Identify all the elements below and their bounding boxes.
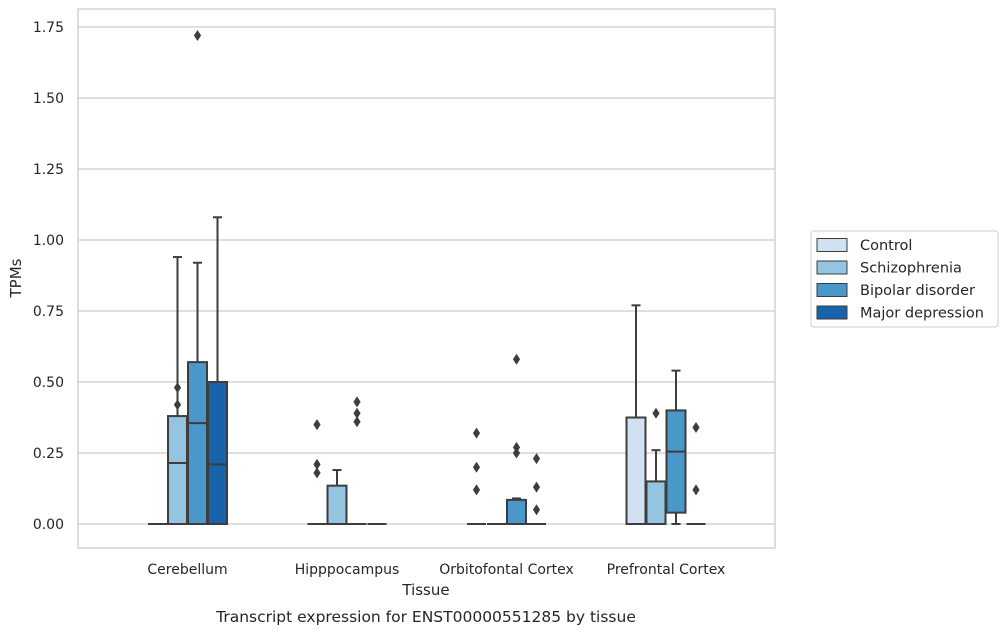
x-axis-ticks: Cerebellum Hipppocampus Orbitofontal Corte… [147, 562, 725, 578]
box-body [506, 498, 527, 525]
legend-label: Major depression [860, 306, 984, 322]
x-tick-label: Hipppocampus [295, 562, 400, 578]
y-tick-label: 1.25 [33, 162, 64, 178]
box-1-3 [645, 407, 667, 525]
box-0-2 [467, 427, 486, 525]
legend: Control Schizophrenia Bipolar disorder Majo… [810, 230, 999, 328]
outlier-point [313, 467, 321, 479]
outlier-point [313, 458, 321, 470]
box-2-3 [665, 369, 687, 525]
outlier-point [692, 484, 700, 496]
legend-swatch [816, 238, 848, 252]
legend-label: Control [860, 238, 912, 254]
outlier-point [353, 396, 361, 408]
outlier-point [532, 504, 541, 516]
box-3-2 [527, 453, 546, 525]
box-2-0 [187, 30, 208, 525]
y-tick-label: 1.00 [33, 233, 64, 249]
box-body [167, 415, 188, 525]
outlier-point [193, 30, 202, 42]
box-body [645, 480, 667, 525]
x-tick-label: Prefrontal Cortex [607, 562, 726, 578]
outlier-point [313, 419, 321, 431]
outlier-point [353, 416, 361, 428]
box-body [625, 416, 647, 525]
y-axis-ticks: 0.00 0.25 0.50 0.75 1.00 1.25 1.50 1.75 [33, 20, 64, 533]
outlier-point [173, 382, 182, 394]
box-2-1 [347, 396, 367, 525]
box-body [187, 361, 208, 525]
x-axis-label: Tissue [401, 581, 449, 599]
box-3-3 [686, 421, 706, 525]
y-tick-label: 0.50 [33, 375, 64, 391]
boxes [148, 30, 706, 526]
legend-swatch [816, 283, 848, 297]
box-body [326, 484, 348, 526]
box-1-0 [167, 256, 188, 525]
box-body [665, 409, 687, 514]
y-tick-label: 0.25 [33, 446, 64, 462]
chart-caption: Transcript expression for ENST0000055128… [215, 608, 636, 626]
box-2-2 [506, 353, 527, 525]
outlier-point [652, 407, 660, 419]
y-tick-label: 1.50 [33, 91, 64, 107]
x-tick-label: Orbitofontal Cortex [439, 562, 574, 578]
box-0-1 [307, 419, 327, 525]
outlier-point [173, 399, 182, 411]
outlier-point [512, 353, 521, 365]
outlier-point [692, 421, 700, 433]
legend-label: Schizophrenia [860, 261, 962, 277]
box-1-1 [326, 469, 348, 526]
x-tick-label: Cerebellum [147, 562, 227, 578]
legend-label: Bipolar disorder [860, 283, 975, 299]
outlier-point [472, 461, 481, 473]
box-3-0 [207, 216, 228, 525]
plot-frame [77, 8, 776, 549]
outlier-point [532, 481, 541, 493]
y-tick-label: 0.00 [33, 517, 64, 533]
outlier-point [532, 453, 541, 465]
outlier-point [512, 447, 521, 459]
box-body [207, 381, 228, 525]
outlier-point [472, 427, 481, 439]
outlier-point [512, 441, 521, 453]
outlier-point [472, 484, 481, 496]
y-axis-label: TPMs [7, 258, 25, 298]
legend-swatch [816, 260, 848, 275]
y-tick-label: 0.75 [33, 304, 64, 320]
legend-swatch [816, 305, 848, 320]
y-tick-label: 1.75 [33, 20, 64, 36]
outlier-point [353, 407, 361, 419]
box-0-3 [625, 304, 647, 525]
legend-frame [810, 230, 999, 328]
